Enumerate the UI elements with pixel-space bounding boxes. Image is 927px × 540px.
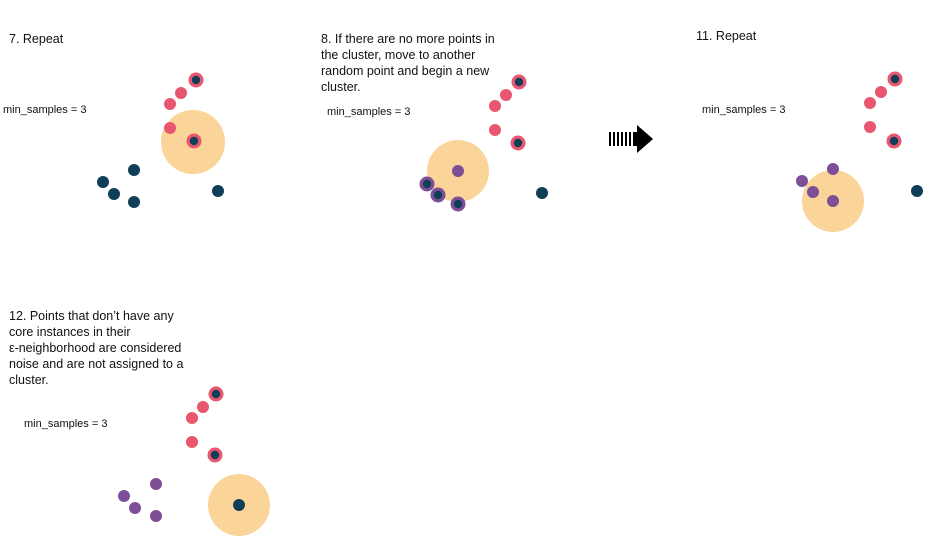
step-11-title: 11. Repeat: [696, 28, 756, 44]
step-7-title: 7. Repeat: [9, 31, 63, 47]
min-samples-label: min_samples = 3: [3, 104, 87, 116]
title-line: 12. Points that don’t have any: [9, 309, 174, 323]
data-point: [911, 185, 923, 197]
core-point-center: [210, 450, 220, 460]
data-point: [807, 186, 819, 198]
arrow-dash: [613, 132, 615, 146]
step-12-diagram: [118, 386, 270, 536]
panel-step-11: 11. Repeat min_samples = 3: [690, 0, 927, 260]
step-7-diagram: [97, 72, 225, 208]
data-point: [827, 163, 839, 175]
core-point-center: [453, 199, 463, 209]
arrow-dash: [617, 132, 619, 146]
arrow-dash: [625, 132, 627, 146]
data-point: [118, 490, 130, 502]
data-point: [536, 187, 548, 199]
data-point: [128, 164, 140, 176]
core-point-center: [513, 138, 523, 148]
data-point: [212, 185, 224, 197]
min-samples-label: min_samples = 3: [327, 106, 411, 118]
data-point: [186, 412, 198, 424]
title-line: cluster.: [9, 373, 49, 387]
core-point-center: [191, 75, 201, 85]
noise-point: [233, 499, 245, 511]
core-point-center: [890, 74, 900, 84]
arrow-dash: [621, 132, 623, 146]
core-point-center: [433, 190, 443, 200]
panel-step-7: 7. Repeat min_samples = 3: [0, 0, 300, 260]
dashed-right-arrow-icon: [609, 125, 653, 153]
data-point: [164, 98, 176, 110]
data-point: [175, 87, 187, 99]
title-line: 8. If there are no more points in: [321, 32, 495, 46]
min-samples-label: min_samples = 3: [702, 104, 786, 116]
core-point-center: [889, 136, 899, 146]
arrow-dash: [609, 132, 611, 146]
title-line: ε-neighborhood are considered: [9, 341, 182, 355]
panel-step-12: 12. Points that don’t have any core inst…: [0, 300, 300, 540]
data-point: [827, 195, 839, 207]
data-point: [129, 502, 141, 514]
data-point: [489, 124, 501, 136]
data-point: [864, 121, 876, 133]
step-8-diagram: [419, 74, 548, 212]
core-point-center: [189, 136, 199, 146]
core-point-center: [514, 77, 524, 87]
data-point: [108, 188, 120, 200]
title-line: noise and are not assigned to a: [9, 357, 184, 371]
data-point: [796, 175, 808, 187]
data-point: [452, 165, 464, 177]
step-12-title: 12. Points that don’t have any core inst…: [9, 308, 183, 388]
step-11-diagram: [796, 71, 923, 232]
arrow-head: [633, 125, 653, 153]
title-line: random point and begin a new: [321, 64, 490, 78]
title-line: cluster.: [321, 80, 361, 94]
panel-step-8: 8. If there are no more points in the cl…: [310, 0, 570, 260]
core-point-center: [422, 179, 432, 189]
data-point: [197, 401, 209, 413]
data-point: [150, 478, 162, 490]
core-point-center: [211, 389, 221, 399]
data-point: [489, 100, 501, 112]
title-line: core instances in their: [9, 325, 131, 339]
title-line: 7. Repeat: [9, 32, 64, 46]
data-point: [864, 97, 876, 109]
data-point: [150, 510, 162, 522]
title-line: 11. Repeat: [696, 29, 757, 43]
data-point: [164, 122, 176, 134]
data-point: [128, 196, 140, 208]
min-samples-label: min_samples = 3: [24, 418, 108, 430]
data-point: [186, 436, 198, 448]
title-line: the cluster, move to another: [321, 48, 476, 62]
data-point: [500, 89, 512, 101]
data-point: [97, 176, 109, 188]
data-point: [875, 86, 887, 98]
step-8-title: 8. If there are no more points in the cl…: [321, 31, 495, 95]
arrow-dash: [629, 132, 631, 146]
